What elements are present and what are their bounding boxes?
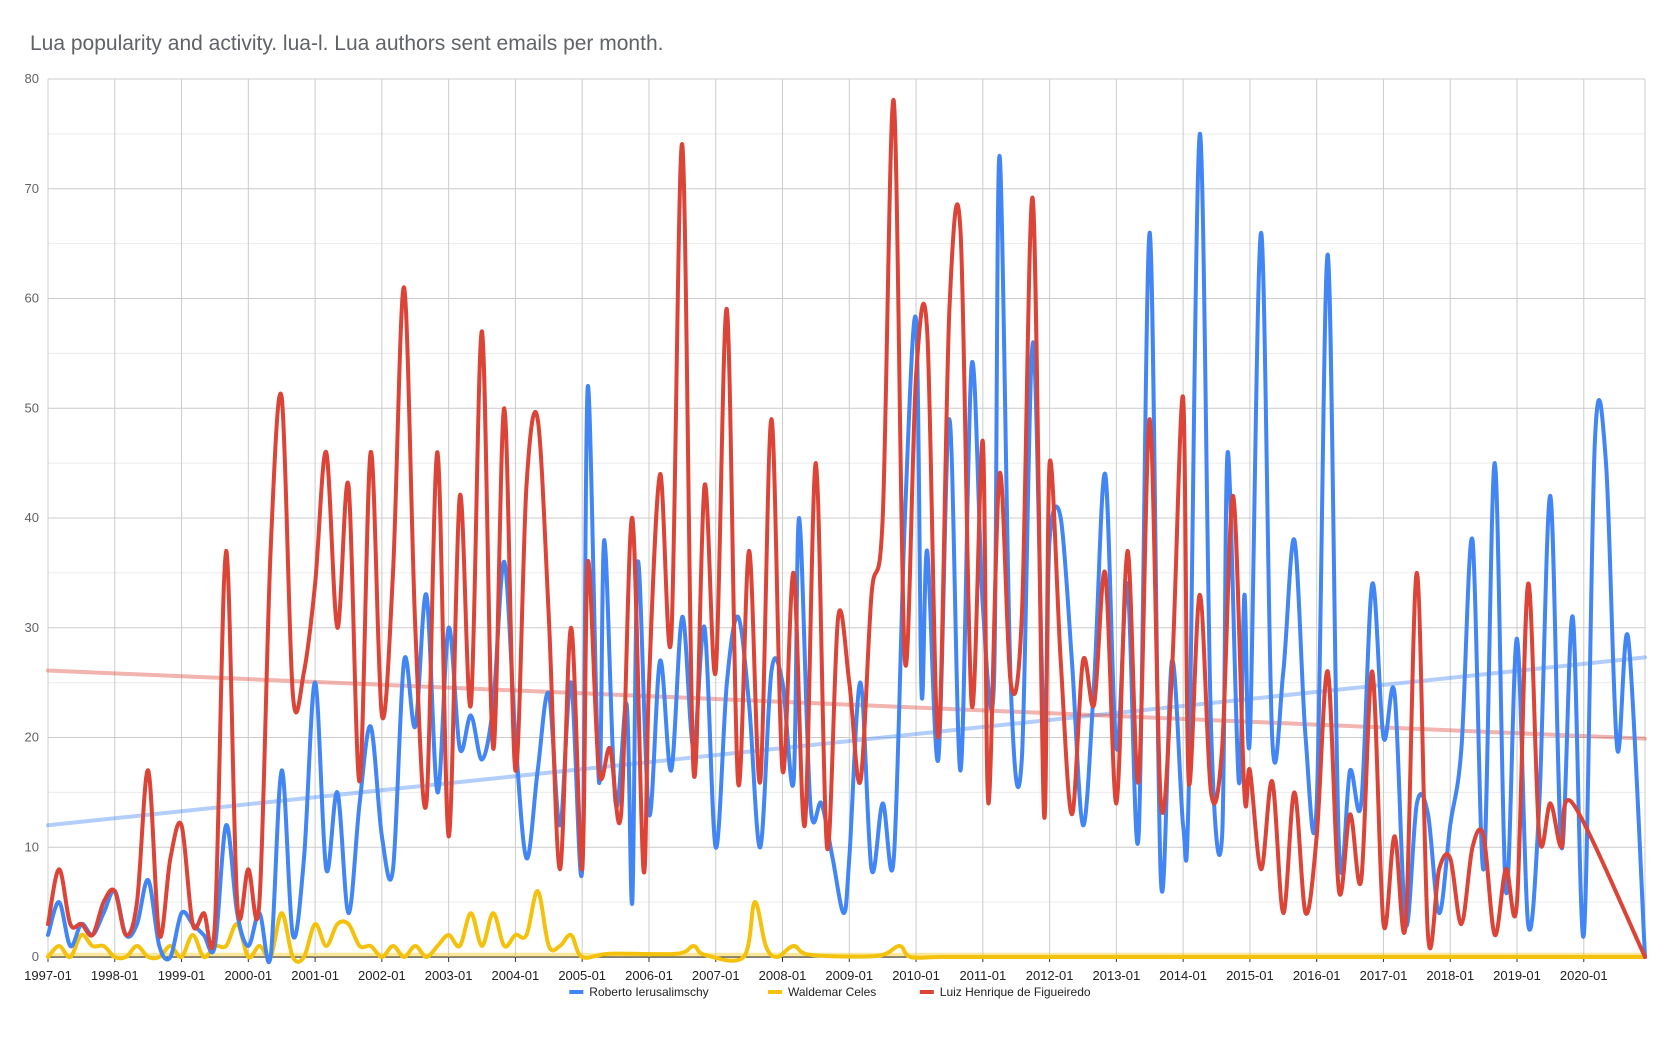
x-tick-label: 2020-01 — [1560, 968, 1608, 983]
x-tick-label: 2017-01 — [1360, 968, 1408, 983]
x-tick-label: 2000-01 — [224, 968, 272, 983]
legend: Roberto Ierusalimschy Waldemar Celes Luiz … — [569, 985, 1091, 999]
y-tick-label: 30 — [25, 620, 39, 635]
x-tick-label: 1997-01 — [24, 968, 72, 983]
y-tick-label: 40 — [25, 510, 39, 525]
x-tick-label: 1998-01 — [91, 968, 139, 983]
x-axis-ticks: 1997-01 1998-01 1999-01 2000-01 2001-01 2002-… — [24, 968, 1608, 983]
y-tick-label: 50 — [25, 400, 39, 415]
x-tick-label: 2018-01 — [1426, 968, 1474, 983]
legend-swatch — [919, 990, 934, 994]
x-tick-label: 2016-01 — [1293, 968, 1341, 983]
x-tick-label: 2010-01 — [892, 968, 940, 983]
legend-swatch — [768, 990, 782, 994]
series-line-roberto-ierusalimschy — [46, 131, 1647, 964]
legend-label: Waldemar Celes — [788, 985, 876, 999]
x-tick-label: 2002-01 — [358, 968, 406, 983]
x-tick-label: 2001-01 — [291, 968, 339, 983]
legend-label: Luiz Henrique de Figueiredo — [940, 985, 1091, 999]
y-tick-label: 70 — [25, 181, 39, 196]
y-tick-label: 60 — [25, 291, 39, 306]
legend-label: Roberto Ierusalimschy — [589, 985, 708, 999]
x-tick-label: 2006-01 — [625, 968, 673, 983]
x-tick-label: 2007-01 — [692, 968, 740, 983]
chart-title: Lua popularity and activity. lua-l. Lua … — [30, 32, 664, 55]
x-tick-label: 2014-01 — [1159, 968, 1207, 983]
x-tick-label: 1999-01 — [158, 968, 206, 983]
legend-item-luiz-henrique-de-figueiredo: Luiz Henrique de Figueiredo — [919, 985, 1091, 999]
y-axis-ticks: 0 10 20 30 40 50 60 70 80 — [25, 71, 39, 964]
legend-item-roberto-ierusalimschy: Roberto Ierusalimschy — [569, 985, 709, 999]
y-tick-label: 80 — [25, 71, 39, 86]
y-tick-label: 10 — [25, 839, 39, 854]
x-tick-label: 2013-01 — [1093, 968, 1141, 983]
legend-item-waldemar-celes: Waldemar Celes — [768, 985, 876, 999]
x-tick-label: 2003-01 — [425, 968, 473, 983]
y-tick-label: 0 — [32, 949, 39, 964]
x-tick-label: 2004-01 — [492, 968, 540, 983]
y-tick-label: 20 — [25, 730, 39, 745]
series-line-luiz-henrique-de-figueiredo — [46, 98, 1647, 959]
x-tick-label: 2008-01 — [759, 968, 807, 983]
series-lines — [46, 98, 1647, 964]
x-tick-label: 2019-01 — [1493, 968, 1541, 983]
x-tick-label: 2005-01 — [558, 968, 606, 983]
x-tick-label: 2012-01 — [1026, 968, 1074, 983]
x-tick-label: 2009-01 — [825, 968, 873, 983]
legend-swatch — [569, 990, 584, 994]
x-tick-label: 2015-01 — [1226, 968, 1274, 983]
x-tick-label: 2011-01 — [959, 968, 1006, 983]
